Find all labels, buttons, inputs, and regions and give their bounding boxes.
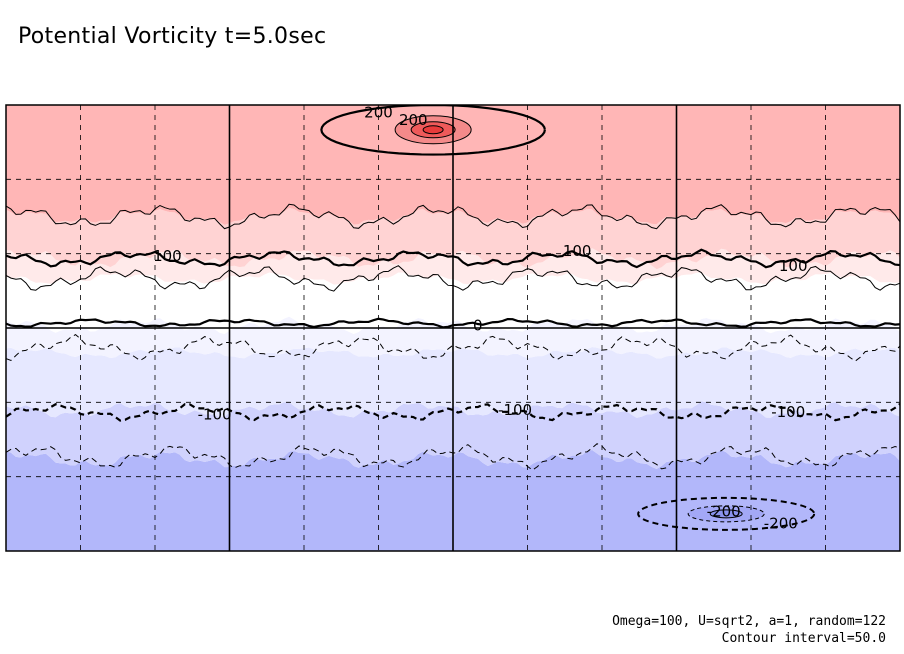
chart-title: Potential Vorticity t=5.0sec <box>18 24 327 49</box>
contour-label: 100 <box>153 247 182 265</box>
max-core <box>422 125 444 135</box>
contour-label: 100 <box>779 257 808 275</box>
contour-label: -100 <box>498 401 532 419</box>
contour-labels: 200 200 100 100 100 0 -100 -100 -100 -200 -200 <box>153 103 808 533</box>
contour-label: -100 <box>198 406 232 424</box>
contour-label: 200 <box>399 111 428 129</box>
plot-frame <box>5 104 901 552</box>
contour-label: 100 <box>563 242 592 260</box>
contour-label: 0 <box>473 317 483 335</box>
params-text: Omega=100, U=sqrt2, a=1, random=122 <box>612 614 886 629</box>
contour-interval-text: Contour interval=50.0 <box>721 631 886 646</box>
min-core <box>709 509 743 519</box>
contour-label: -200 <box>764 515 798 533</box>
grid <box>6 105 900 551</box>
contour-label: -200 <box>707 502 741 520</box>
contour-label: 200 <box>364 103 393 121</box>
contour-line-m100 <box>6 403 900 422</box>
extrema-features <box>394 115 816 531</box>
contour-label: -100 <box>771 403 805 421</box>
contour-line-200 <box>320 105 546 156</box>
